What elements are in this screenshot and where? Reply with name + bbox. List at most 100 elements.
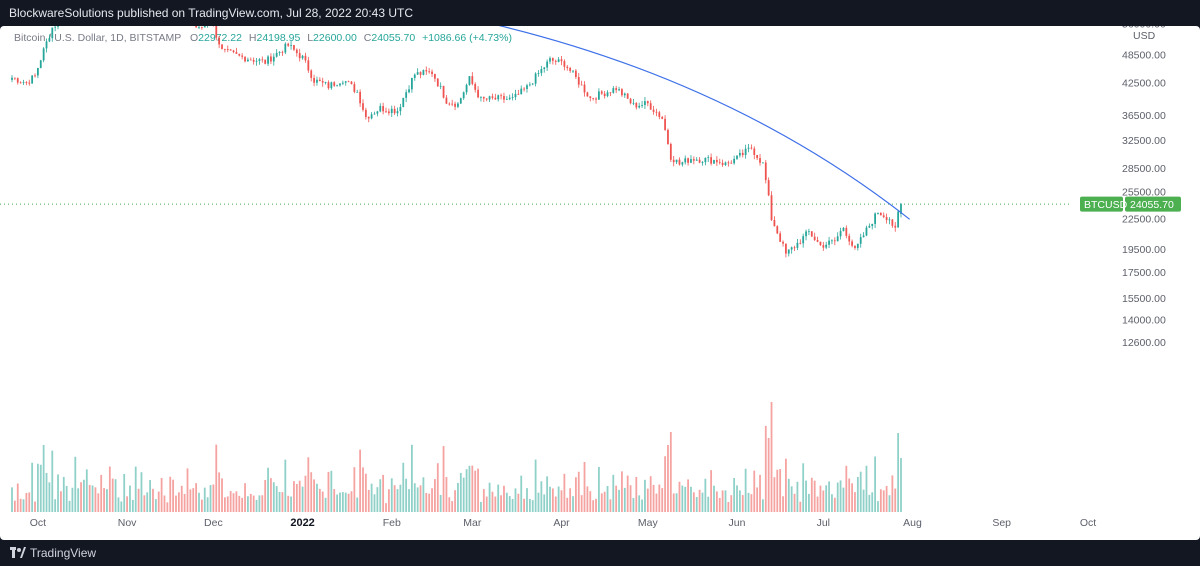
volume-bar [60, 491, 62, 512]
candle [707, 155, 710, 162]
volume-bar [695, 497, 698, 512]
volume-bar [126, 496, 128, 512]
candle [221, 44, 223, 50]
time-axis[interactable]: Oct Nov Dec 2022 Feb Mar Apr May Jun Jul Aug Sep Oct [30, 517, 1097, 529]
volume-bar [425, 492, 428, 512]
volume-bar [448, 497, 451, 512]
volume-bar [845, 465, 848, 512]
volume-bar [229, 491, 232, 512]
volume-bar [500, 495, 502, 512]
candle [462, 91, 465, 100]
volume-bar [22, 499, 25, 512]
candle [13, 77, 16, 81]
volume-bar [514, 488, 517, 512]
candle [465, 83, 468, 95]
candle [629, 97, 632, 105]
volume-bar [189, 489, 192, 512]
candle [379, 103, 382, 113]
candle [894, 221, 897, 232]
candle [572, 70, 574, 74]
candle [218, 35, 221, 49]
candle [603, 90, 606, 99]
candle [569, 66, 572, 73]
volume-bar [238, 495, 241, 512]
volume-bar [612, 474, 615, 512]
y-tick-label: 32500.00 [1122, 135, 1166, 147]
volume-bar [646, 488, 649, 512]
volume-bar [341, 492, 344, 512]
volume-bar [793, 493, 796, 512]
volume-bar [36, 463, 39, 512]
candle [756, 154, 759, 161]
volume-bar [644, 479, 646, 512]
candle [600, 90, 603, 95]
volume-bar [304, 475, 307, 512]
volume-bar [684, 486, 687, 512]
candle [321, 77, 324, 87]
candle [511, 93, 514, 101]
candle [733, 155, 736, 165]
candle [828, 236, 830, 248]
volume-bar [278, 491, 281, 512]
candle [267, 55, 269, 66]
candle [736, 155, 738, 160]
candle [457, 102, 459, 109]
volume-bar [707, 496, 710, 512]
price-tag-value-bg [1125, 196, 1181, 212]
candle [796, 239, 799, 251]
x-tick-label: Nov [118, 517, 137, 529]
candle [200, 26, 203, 30]
candle [713, 159, 715, 165]
volume-bar [252, 495, 255, 512]
volume-bar [45, 472, 48, 512]
candle [411, 77, 413, 93]
chart-frame[interactable]: Bitcoin / U.S. Dollar, 1D, BITSTAMP O229… [0, 26, 1200, 540]
volume-bar [551, 488, 554, 512]
volume-bar [465, 469, 468, 512]
legend-close-label: C [364, 32, 372, 44]
volume-bar [877, 501, 879, 512]
volume-bar [744, 468, 747, 512]
candle [638, 102, 641, 109]
candle [692, 156, 695, 165]
volume-bar [462, 477, 465, 512]
candle [652, 105, 655, 115]
volume-bar [468, 465, 471, 512]
candle [48, 34, 51, 43]
candle [534, 72, 537, 87]
candle [655, 108, 658, 117]
volume-bar [339, 492, 341, 512]
volume-bar [727, 502, 730, 512]
volume-bar [198, 492, 200, 512]
candlesticks [11, 26, 902, 258]
candle [341, 80, 344, 86]
candle [854, 245, 856, 250]
price-chart[interactable]: Bitcoin / U.S. Dollar, 1D, BITSTAMP O229… [0, 26, 1200, 540]
x-tick-label: Jul [817, 517, 830, 529]
x-tick-label: Aug [903, 517, 922, 529]
volume-bar [48, 482, 51, 512]
volume-bar [336, 494, 339, 512]
volume-bar [215, 444, 218, 512]
volume-bar [364, 473, 367, 512]
candle [790, 246, 793, 254]
volume-bar [810, 477, 813, 512]
volume-bar [566, 497, 569, 512]
candle [451, 99, 454, 107]
candle [871, 223, 874, 230]
volume-bar [344, 492, 347, 512]
candle [554, 59, 557, 65]
candle [764, 160, 767, 184]
volume-bar [724, 490, 727, 512]
price-axis[interactable]: 64000.0056000.0048500.0042500.0036500.00… [1122, 26, 1166, 349]
trendline[interactable] [153, 26, 910, 220]
volume-bar [623, 487, 626, 512]
candle [848, 233, 851, 246]
volume-bar [203, 487, 206, 512]
volume-bar [549, 486, 551, 512]
candle [632, 98, 635, 106]
candle [888, 217, 891, 225]
volume-bar [761, 499, 764, 512]
y-tick-label: 48500.00 [1122, 49, 1166, 61]
candle [264, 59, 267, 65]
